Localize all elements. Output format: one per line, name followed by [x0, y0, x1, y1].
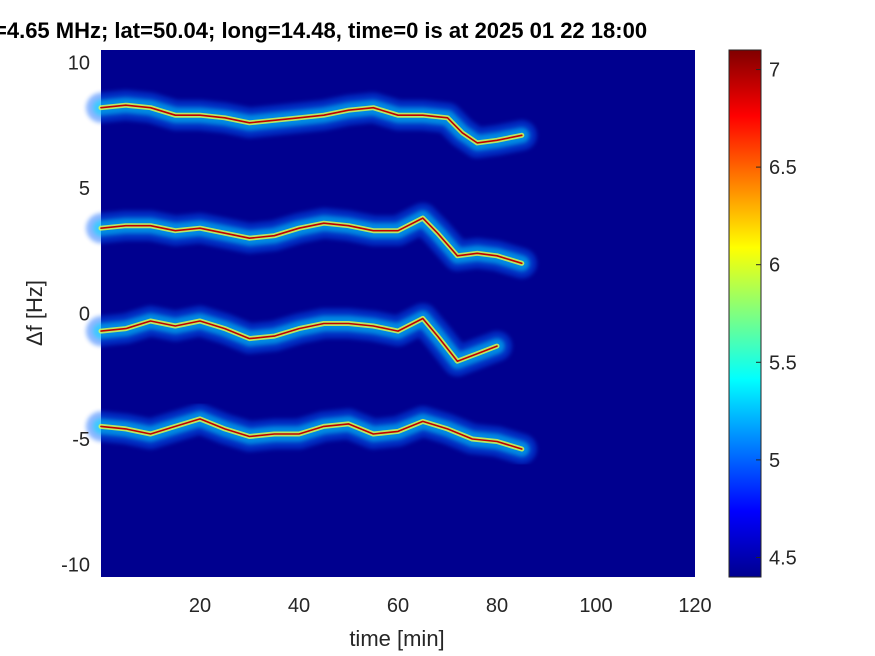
colorbar-tick-label: 4.5 [769, 547, 797, 569]
chart-title: =4.65 MHz; lat=50.04; long=14.48, time=0… [0, 18, 647, 43]
plot-content [86, 90, 537, 464]
x-tick-label: 60 [387, 595, 409, 617]
y-axis-label: Δf [Hz] [22, 280, 47, 346]
trace-core [100, 418, 523, 450]
spectral-trace-1 [86, 90, 537, 158]
x-tick-label: 80 [486, 595, 508, 617]
trace-core [100, 317, 498, 362]
trace-core [100, 217, 523, 265]
x-tick-label: 20 [189, 595, 211, 617]
x-axis-label: time [min] [349, 626, 444, 651]
x-axis-ticks: 20 40 60 80 100 120 [189, 595, 712, 617]
y-tick-label: 10 [68, 53, 90, 75]
y-tick-label: 5 [79, 178, 90, 200]
colorbar-tick-label: 6 [769, 255, 780, 277]
trace-core [100, 104, 523, 144]
colorbar-tick-label: 5.5 [769, 352, 797, 374]
x-tick-label: 100 [579, 595, 612, 617]
spectral-trace-2 [86, 203, 537, 279]
spectral-trace-3 [86, 303, 512, 377]
x-tick-label: 120 [678, 595, 711, 617]
spectral-trace-4 [86, 403, 537, 464]
colorbar-tick-label: 7 [769, 60, 780, 82]
colorbar-tick-label: 5 [769, 450, 780, 472]
x-tick-label: 40 [288, 595, 310, 617]
y-tick-label: -10 [61, 554, 90, 576]
colorbar-tick-label: 6.5 [769, 157, 797, 179]
y-axis-ticks: 10 5 0 -5 -10 [61, 53, 90, 577]
y-tick-label: 0 [79, 304, 90, 326]
colorbar-ticks: 4.5 5 5.5 6 6.5 7 [756, 60, 797, 569]
colorbar [728, 49, 762, 578]
y-tick-label: -5 [72, 429, 90, 451]
